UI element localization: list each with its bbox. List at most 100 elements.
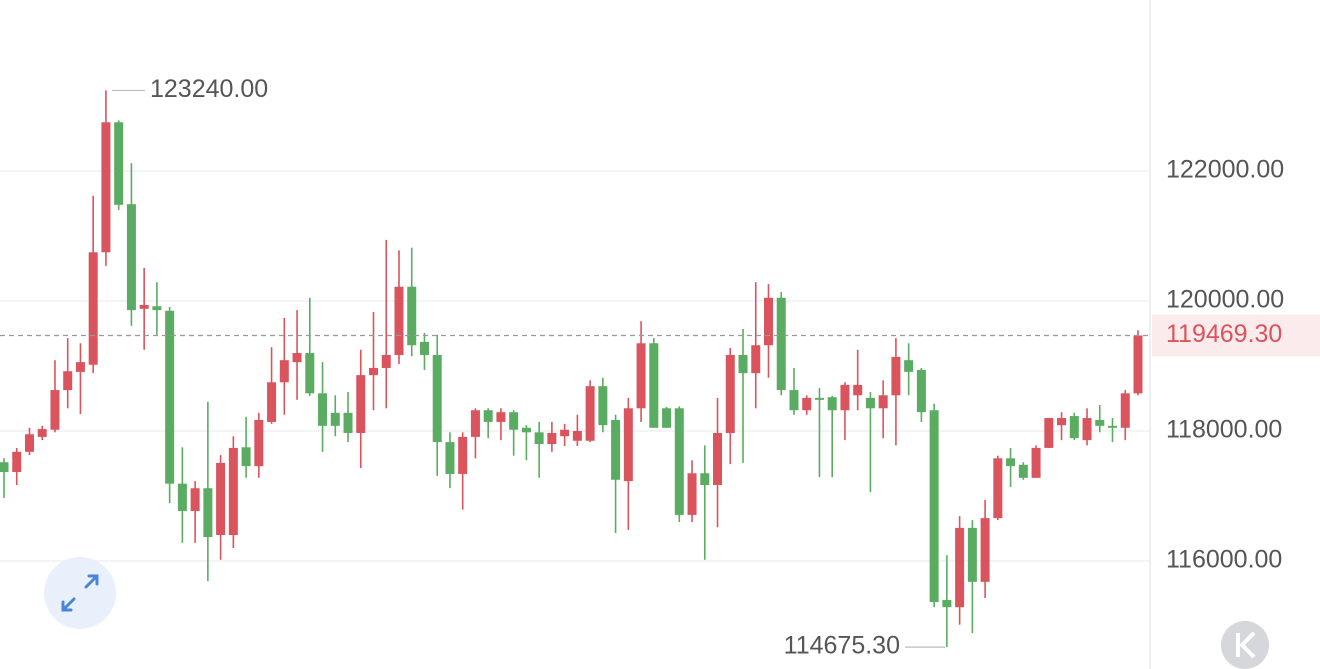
logo-icon xyxy=(1236,631,1256,659)
candle-body xyxy=(407,286,417,346)
candle-body xyxy=(483,410,493,422)
candle-body xyxy=(521,427,531,433)
expand-icon[interactable] xyxy=(61,574,99,612)
candle-body xyxy=(1120,393,1130,428)
candle-body xyxy=(381,354,391,368)
candle-body xyxy=(585,386,595,441)
candle xyxy=(521,425,531,461)
candle-body xyxy=(126,204,136,311)
candle-body xyxy=(993,458,1003,519)
candle-body xyxy=(101,122,111,253)
candle-body xyxy=(891,356,901,396)
candle-body xyxy=(37,429,47,437)
candle xyxy=(139,267,149,350)
candle-body xyxy=(649,343,659,428)
candle xyxy=(445,432,455,489)
candle xyxy=(662,406,672,428)
candle xyxy=(305,297,315,396)
candle xyxy=(1018,462,1028,480)
candle-body xyxy=(458,436,468,474)
candle xyxy=(738,328,748,463)
candle-body xyxy=(662,408,672,428)
candle xyxy=(674,406,684,523)
candle xyxy=(1044,418,1054,448)
candle xyxy=(241,416,251,478)
candle-body xyxy=(751,345,761,374)
candle-body xyxy=(942,600,952,608)
y-tick-label: 122000.00 xyxy=(1166,156,1284,184)
candle-body xyxy=(419,341,429,355)
candle xyxy=(0,458,9,498)
last-price-label: 119469.30 xyxy=(1166,320,1282,348)
candle xyxy=(24,427,34,456)
candle xyxy=(330,395,340,437)
candle-body xyxy=(980,518,990,582)
candle xyxy=(611,414,621,534)
candle-body xyxy=(700,473,710,485)
candle xyxy=(381,239,391,409)
candle xyxy=(470,408,480,459)
y-tick-label: 120000.00 xyxy=(1166,286,1284,314)
candle xyxy=(623,397,633,530)
candle-body xyxy=(177,483,187,511)
candle xyxy=(190,481,200,543)
candle xyxy=(88,195,98,374)
candle-body xyxy=(725,354,735,433)
candle-body xyxy=(356,375,366,433)
candle xyxy=(165,306,175,504)
candle-body xyxy=(967,527,977,582)
candle-body xyxy=(916,369,926,413)
last-price-box xyxy=(1152,314,1320,357)
candle-body xyxy=(802,397,812,411)
candle-body xyxy=(674,408,684,515)
candle-body xyxy=(318,393,328,426)
candle-body xyxy=(738,354,748,374)
candle xyxy=(636,321,646,422)
candle xyxy=(279,317,289,415)
candle xyxy=(878,380,888,439)
logo-bg xyxy=(1221,621,1269,669)
candle xyxy=(114,120,124,211)
candle xyxy=(37,425,47,441)
candle xyxy=(572,414,582,446)
candle-body xyxy=(139,304,149,309)
candle xyxy=(713,397,723,528)
candle xyxy=(865,392,875,493)
candle xyxy=(1031,445,1041,478)
expand-bg[interactable] xyxy=(44,557,116,629)
candle-body xyxy=(88,252,98,365)
candle-body xyxy=(509,412,519,430)
candle xyxy=(1095,405,1105,433)
candle-body xyxy=(776,297,786,391)
candle-body xyxy=(1069,416,1079,439)
candle-body xyxy=(50,390,60,430)
candle xyxy=(560,423,570,446)
candle-body xyxy=(1057,418,1067,426)
candle-body xyxy=(1031,447,1041,478)
candle-body xyxy=(216,462,226,536)
candle xyxy=(1082,408,1092,446)
candle xyxy=(292,310,302,400)
candle xyxy=(126,163,136,326)
candle xyxy=(904,343,914,396)
candle xyxy=(649,338,659,428)
candle-body xyxy=(254,419,264,467)
candle xyxy=(50,360,60,433)
candle-body xyxy=(1082,418,1092,441)
candle xyxy=(687,460,697,523)
candle xyxy=(929,403,939,608)
candle xyxy=(216,455,226,560)
candle xyxy=(407,247,417,357)
candle xyxy=(75,343,85,415)
candle-body xyxy=(1108,425,1118,428)
candle-body xyxy=(814,397,824,400)
candle-body xyxy=(241,447,251,467)
candle xyxy=(853,349,863,411)
candle xyxy=(980,499,990,599)
candle xyxy=(814,388,824,478)
candle xyxy=(1069,412,1079,441)
candle xyxy=(254,412,264,478)
expand-button[interactable] xyxy=(44,557,116,629)
